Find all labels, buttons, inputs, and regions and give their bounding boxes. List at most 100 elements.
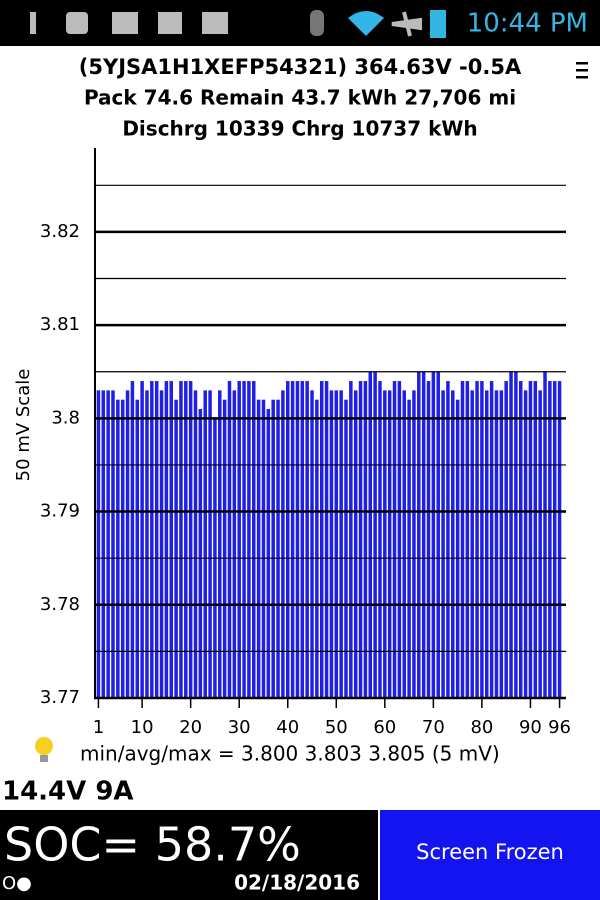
- bar: [557, 381, 562, 698]
- menu-bar[interactable]: [576, 69, 588, 72]
- status-bar: [0, 0, 600, 46]
- android-icon: [66, 12, 88, 34]
- bar: [417, 371, 421, 698]
- x-tick-label: 30: [228, 717, 251, 738]
- menu-bar[interactable]: [576, 76, 588, 79]
- x-tick-label: 40: [276, 717, 299, 738]
- freeze-button-label[interactable]: Screen Frozen: [416, 840, 564, 864]
- x-tick-label: 10: [131, 717, 154, 738]
- lightbulb-base[interactable]: [40, 755, 48, 762]
- bar: [397, 381, 402, 698]
- bar: [383, 390, 387, 698]
- x-tick-label: 50: [325, 717, 348, 738]
- bar: [455, 399, 460, 698]
- bar: [271, 399, 275, 698]
- bar: [290, 381, 295, 698]
- bar: [470, 390, 474, 698]
- bar: [523, 390, 528, 698]
- menu-bar[interactable]: [576, 62, 588, 65]
- bar: [256, 399, 261, 698]
- bar: [378, 381, 382, 698]
- image-icon: [112, 12, 138, 34]
- usb-icon: [30, 12, 36, 34]
- bar: [494, 390, 499, 698]
- header-line: Dischrg 10339 Chrg 10737 kWh: [122, 117, 477, 141]
- bar: [412, 390, 416, 698]
- x-tick-label: 60: [373, 717, 396, 738]
- bar: [227, 381, 232, 698]
- bar: [518, 381, 523, 698]
- header-line: Pack 74.6 Remain 43.7 kWh 27,706 mi: [84, 86, 516, 110]
- airplane-icon: [391, 11, 422, 37]
- bar: [373, 371, 377, 698]
- bar: [154, 381, 159, 698]
- bar: [363, 381, 368, 698]
- bar: [247, 381, 251, 698]
- bar: [368, 371, 373, 698]
- bar: [504, 381, 508, 698]
- bar: [358, 381, 363, 698]
- bar: [203, 390, 207, 698]
- bar: [281, 390, 285, 698]
- bar: [392, 381, 397, 698]
- bar: [402, 390, 406, 698]
- bluetooth-icon: [310, 10, 324, 36]
- bar: [150, 381, 154, 698]
- bar: [261, 399, 266, 698]
- bar: [349, 381, 353, 698]
- soc-text: SOC= 58.7%: [4, 818, 301, 872]
- bar: [208, 390, 212, 698]
- y-tick-label: 3.78: [40, 594, 80, 615]
- wifi-icon: [348, 11, 384, 36]
- bar: [285, 381, 290, 698]
- stats-line: min/avg/max = 3.800 3.803 3.805 (5 mV): [80, 742, 500, 766]
- bar: [334, 390, 339, 698]
- x-tick-label: 90: [519, 717, 542, 738]
- bar: [344, 399, 348, 698]
- bar: [407, 399, 411, 698]
- lightbulb-icon[interactable]: [35, 737, 53, 755]
- bar: [499, 390, 504, 698]
- bar: [324, 381, 329, 698]
- bar: [96, 390, 101, 698]
- y-tick-label: 3.77: [40, 687, 80, 708]
- status-icons: [30, 10, 446, 38]
- bar: [421, 371, 426, 698]
- bar: [480, 381, 484, 698]
- bar: [310, 390, 314, 698]
- bar: [538, 390, 542, 698]
- plot: 3.77 3.78 3.79 3.8 3.81 3.82 1 10 20 30 40 50 60 70 80…: [40, 148, 571, 738]
- menu-icon[interactable]: [576, 62, 588, 79]
- bar: [460, 381, 465, 698]
- bar: [426, 381, 431, 698]
- bar: [101, 390, 106, 698]
- x-tick-label: 96: [548, 717, 571, 738]
- bar: [387, 390, 392, 698]
- x-tick-label: 80: [470, 717, 493, 738]
- bar: [339, 390, 343, 698]
- bar: [353, 390, 358, 698]
- bar: [130, 381, 135, 698]
- bar: [451, 390, 455, 698]
- freeze-button[interactable]: [380, 810, 600, 900]
- y-tick-label: 3.82: [40, 221, 80, 242]
- clipboard-icon: [158, 12, 182, 34]
- bar: [514, 371, 518, 698]
- header-line: (5YJSA1H1XEFP54321) 364.63V -0.5A: [79, 55, 522, 79]
- bar: [436, 371, 440, 698]
- bar: [135, 399, 140, 698]
- bar: [548, 381, 552, 698]
- bar: [242, 381, 246, 698]
- battery-icon: [430, 10, 446, 38]
- bar: [552, 381, 557, 698]
- y-tick-label: 3.81: [40, 314, 80, 335]
- bar: [319, 381, 324, 698]
- bar: [489, 381, 494, 698]
- bar: [441, 390, 445, 698]
- bar: [509, 371, 513, 698]
- bar: [218, 390, 222, 698]
- bar: [120, 399, 125, 698]
- bar: [232, 390, 237, 698]
